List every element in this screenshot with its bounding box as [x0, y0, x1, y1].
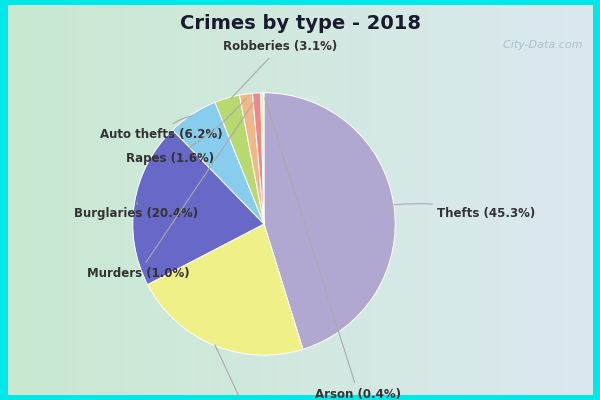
Text: Thefts (45.3%): Thefts (45.3%) [394, 204, 535, 220]
Text: Assaults (22.2%): Assaults (22.2%) [188, 345, 300, 400]
Text: City-Data.com: City-Data.com [496, 40, 582, 50]
Text: Rapes (1.6%): Rapes (1.6%) [126, 98, 246, 165]
Wedge shape [264, 93, 395, 349]
Text: Murders (1.0%): Murders (1.0%) [87, 98, 257, 280]
Wedge shape [215, 95, 264, 224]
Text: Arson (0.4%): Arson (0.4%) [265, 98, 401, 400]
Wedge shape [133, 130, 264, 284]
Wedge shape [239, 93, 264, 224]
Text: Robberies (3.1%): Robberies (3.1%) [223, 40, 337, 98]
Wedge shape [261, 93, 264, 224]
Text: Burglaries (20.4%): Burglaries (20.4%) [74, 202, 198, 220]
Wedge shape [253, 93, 264, 224]
Text: Auto thefts (6.2%): Auto thefts (6.2%) [100, 116, 223, 141]
Wedge shape [148, 224, 303, 355]
Text: Crimes by type - 2018: Crimes by type - 2018 [179, 14, 421, 33]
Wedge shape [173, 102, 264, 224]
